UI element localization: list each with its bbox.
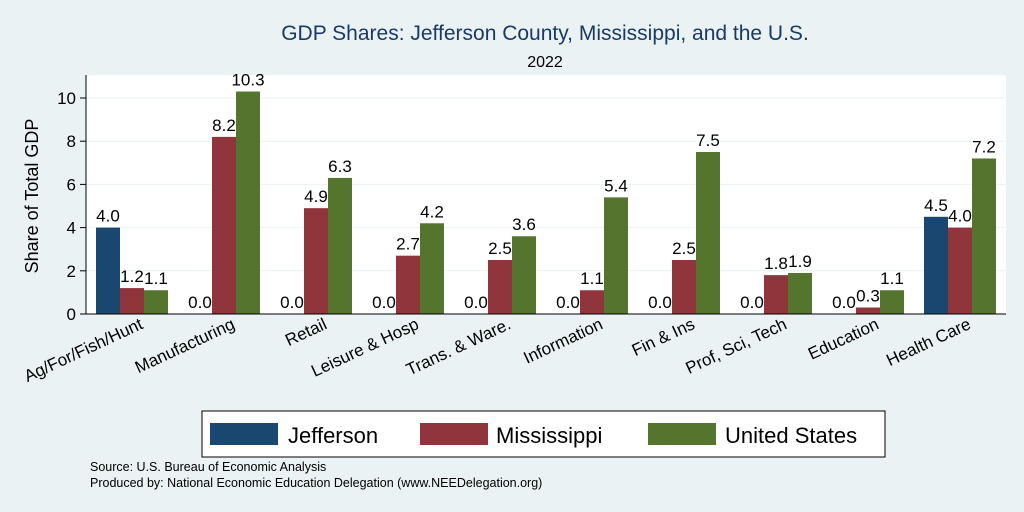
y-tick-label-10: 10 bbox=[57, 89, 76, 108]
y-tick-label-0: 0 bbox=[67, 305, 76, 324]
bar-united-states-leisure-hosp bbox=[420, 223, 444, 314]
data-label-mississippi-leisure-hosp: 2.7 bbox=[396, 235, 420, 254]
data-label-united-states-information: 5.4 bbox=[604, 176, 628, 195]
legend-swatch-jefferson bbox=[210, 423, 278, 445]
legend-swatch-united-states bbox=[648, 423, 716, 445]
legend-label-mississippi: Mississippi bbox=[496, 423, 602, 448]
data-label-mississippi-fin-ins: 2.5 bbox=[672, 239, 696, 258]
y-tick-label-2: 2 bbox=[67, 262, 76, 281]
bar-united-states-information bbox=[604, 197, 628, 314]
x-tick-label-trans-ware: Trans. & Ware. bbox=[403, 314, 513, 379]
data-label-mississippi-information: 1.1 bbox=[580, 269, 604, 288]
bar-mississippi-retail bbox=[304, 208, 328, 314]
legend-label-united-states: United States bbox=[725, 423, 857, 448]
y-tick-label-6: 6 bbox=[67, 175, 76, 194]
data-label-jefferson-retail: 0.0 bbox=[280, 293, 304, 312]
data-label-jefferson-education: 0.0 bbox=[832, 293, 856, 312]
bar-mississippi-trans-ware bbox=[488, 260, 512, 314]
x-tick-label-ag-for-fish-hunt: Ag/For/Fish/Hunt bbox=[21, 314, 146, 386]
data-label-mississippi-prof-sci-tech: 1.8 bbox=[764, 254, 788, 273]
data-label-jefferson-fin-ins: 0.0 bbox=[648, 293, 672, 312]
bar-mississippi-prof-sci-tech bbox=[764, 275, 788, 314]
y-axis-label: Share of Total GDP bbox=[22, 119, 42, 274]
legend: Jefferson Mississippi United States bbox=[201, 410, 886, 458]
bar-jefferson-ag-for-fish-hunt bbox=[96, 227, 120, 314]
data-labels: 4.01.2 1.10.08.210.30.04.96.30.02.74.20.0… bbox=[96, 71, 996, 312]
data-label-mississippi-manufacturing: 8.2 bbox=[212, 116, 236, 135]
data-label-jefferson-manufacturing: 0.0 bbox=[188, 293, 212, 312]
bar-united-states-health-care bbox=[972, 158, 996, 314]
data-label-jefferson-leisure-hosp: 0.0 bbox=[372, 293, 396, 312]
x-tick-label-fin-ins: Fin & Ins bbox=[629, 314, 698, 360]
data-label-united-states-trans-ware: 3.6 bbox=[512, 215, 536, 234]
y-axis: 0 2 4 6 8 10 bbox=[57, 75, 87, 324]
y-tick-label-4: 4 bbox=[67, 219, 76, 238]
data-label-united-states-health-care: 7.2 bbox=[972, 137, 996, 156]
bar-united-states-prof-sci-tech bbox=[788, 272, 812, 314]
bar-mississippi-leisure-hosp bbox=[396, 255, 420, 314]
bar-united-states-ag-for-fish-hunt bbox=[144, 290, 168, 314]
data-label-united-states-ag-for-fish-hunt: 1.1 bbox=[144, 269, 168, 288]
chart-subtitle: 2022 bbox=[527, 54, 563, 71]
data-label-jefferson-information: 0.0 bbox=[556, 293, 580, 312]
source-note: Source: U.S. Bureau of Economic Analysis bbox=[90, 460, 326, 474]
data-label-united-states-fin-ins: 7.5 bbox=[696, 131, 720, 150]
bar-united-states-manufacturing bbox=[236, 91, 260, 315]
bar-mississippi-manufacturing bbox=[212, 136, 236, 314]
bar-united-states-retail bbox=[328, 177, 352, 314]
legend-label-jefferson: Jefferson bbox=[288, 423, 378, 448]
data-label-jefferson-trans-ware: 0.0 bbox=[464, 293, 488, 312]
x-tick-label-prof-sci-tech: Prof, Sci, Tech bbox=[683, 314, 790, 377]
data-label-mississippi-trans-ware: 2.5 bbox=[488, 239, 512, 258]
data-label-united-states-leisure-hosp: 4.2 bbox=[420, 202, 444, 221]
x-tick-label-retail: Retail bbox=[282, 314, 329, 350]
legend-swatch-mississippi bbox=[420, 423, 488, 445]
bar-united-states-education bbox=[880, 290, 904, 314]
bar-mississippi-fin-ins bbox=[672, 260, 696, 314]
x-tick-label-manufacturing: Manufacturing bbox=[132, 314, 238, 377]
produced-by-note: Produced by: National Economic Education… bbox=[90, 476, 542, 490]
bar-united-states-trans-ware bbox=[512, 236, 536, 314]
data-label-united-states-prof-sci-tech: 1.9 bbox=[788, 252, 812, 271]
data-label-united-states-education: 1.1 bbox=[880, 269, 904, 288]
bar-mississippi-health-care bbox=[948, 227, 972, 314]
x-tick-label-information: Information bbox=[521, 314, 606, 367]
bars bbox=[96, 91, 996, 315]
legend-box bbox=[201, 410, 886, 458]
data-label-mississippi-health-care: 4.0 bbox=[948, 207, 972, 226]
bar-mississippi-information bbox=[580, 290, 604, 314]
data-label-jefferson-health-care: 4.5 bbox=[924, 196, 948, 215]
data-label-mississippi-education: 0.3 bbox=[856, 287, 880, 306]
bar-mississippi-ag-for-fish-hunt bbox=[120, 288, 144, 314]
data-label-mississippi-ag-for-fish-hunt: 1.2 bbox=[120, 267, 144, 286]
bar-jefferson-health-care bbox=[924, 216, 948, 314]
data-label-jefferson-ag-for-fish-hunt: 4.0 bbox=[96, 207, 120, 226]
y-tick-label-8: 8 bbox=[67, 132, 76, 151]
x-tick-label-education: Education bbox=[805, 314, 882, 363]
bar-mississippi-education bbox=[856, 307, 880, 314]
data-label-united-states-manufacturing: 10.3 bbox=[231, 71, 264, 90]
data-label-united-states-retail: 6.3 bbox=[328, 157, 352, 176]
chart-title: GDP Shares: Jefferson County, Mississipp… bbox=[281, 22, 809, 45]
data-label-mississippi-retail: 4.9 bbox=[304, 187, 328, 206]
bar-united-states-fin-ins bbox=[696, 152, 720, 314]
data-label-jefferson-prof-sci-tech: 0.0 bbox=[740, 293, 764, 312]
x-tick-label-health-care: Health Care bbox=[883, 314, 973, 370]
